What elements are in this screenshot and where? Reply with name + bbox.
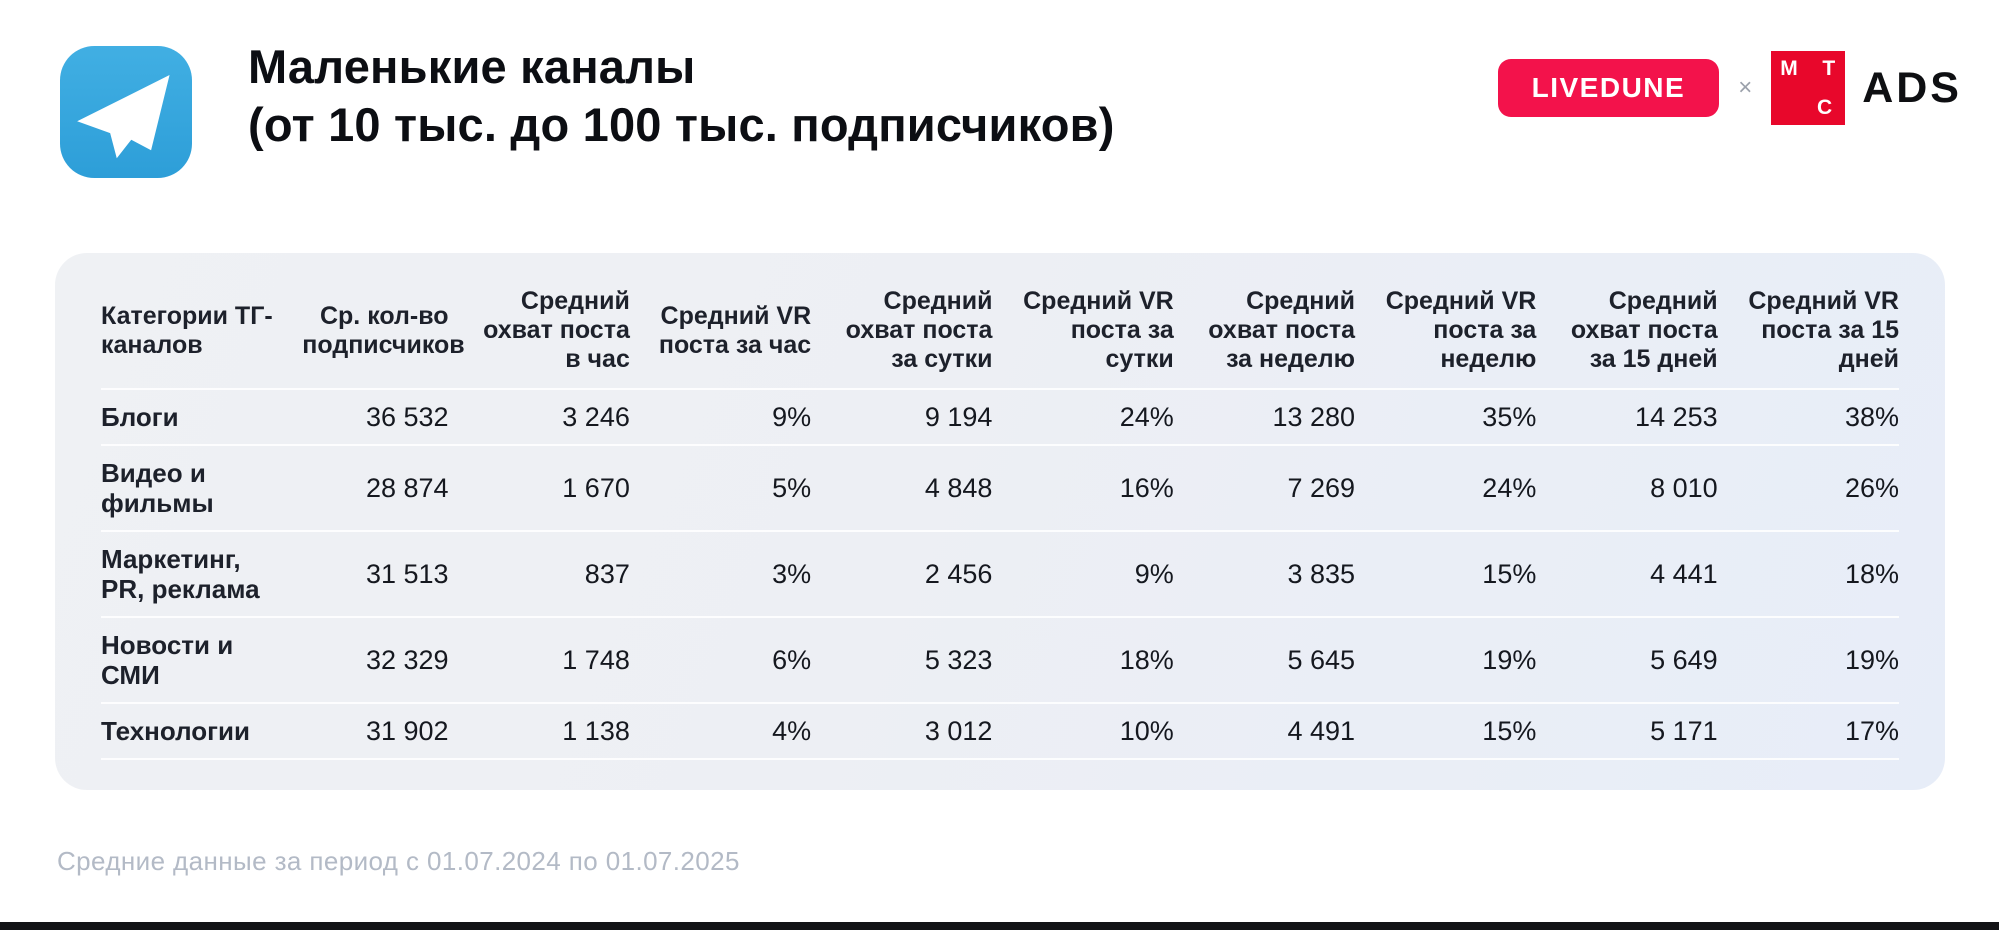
mts-letter-c: С (1817, 96, 1833, 119)
cell-value: 4 491 (1287, 716, 1356, 746)
cell-value: 1 670 (562, 473, 630, 503)
cell-value: 31 513 (365, 559, 449, 589)
page-title: Маленькие каналы (от 10 тыс. до 100 тыс.… (248, 38, 1115, 154)
cell-value: 5 645 (1287, 645, 1356, 675)
row-category: Видео и фильмы (101, 458, 214, 518)
cell-value: 5% (772, 473, 812, 503)
telegram-logo-icon (60, 46, 192, 178)
cell-value: 5 323 (924, 645, 993, 675)
cell-value: 19% (1844, 645, 1899, 675)
cell-value: 31 902 (365, 716, 449, 746)
table-row: Новости и СМИ 32 329 1 748 6% 5 323 18% … (101, 617, 1899, 703)
col-header-vr-day: Средний VR поста за сутки (1023, 287, 1174, 373)
col-header-categories: Категории ТГ-каналов (101, 301, 273, 359)
row-category: Новости и СМИ (101, 630, 234, 690)
bottom-divider (0, 922, 1999, 930)
col-header-reach-hour: Средний охват поста в час (483, 287, 630, 373)
cell-value: 17% (1844, 716, 1899, 746)
cross-separator-icon: × (1738, 74, 1753, 101)
cell-value: 4 441 (1650, 559, 1718, 589)
cell-value: 14 253 (1635, 402, 1718, 432)
cell-value: 5 171 (1650, 716, 1718, 746)
livedune-logo: LIVEDUNE (1497, 59, 1720, 117)
period-note: Средние данные за период с 01.07.2024 по… (57, 846, 740, 876)
cell-value: 4 848 (924, 473, 993, 503)
cell-value: 9% (772, 402, 812, 432)
cell-value: 8 010 (1650, 473, 1718, 503)
cell-value: 9 194 (924, 402, 993, 432)
cell-value: 32 329 (365, 645, 449, 675)
cell-value: 26% (1844, 473, 1899, 503)
cell-value: 5 649 (1650, 645, 1718, 675)
cell-value: 7 269 (1287, 473, 1356, 503)
table-row: Технологии 31 902 1 138 4% 3 012 10% 4 4… (101, 703, 1899, 759)
cell-value: 16% (1119, 473, 1174, 503)
cell-value: 18% (1844, 559, 1899, 589)
cell-value: 38% (1844, 402, 1899, 432)
table-row: Видео и фильмы 28 874 1 670 5% 4 848 16%… (101, 445, 1899, 531)
cell-value: 2 456 (924, 559, 993, 589)
col-header-reach-15days: Средний охват поста за 15 дней (1570, 287, 1718, 373)
cell-value: 18% (1119, 645, 1174, 675)
ads-wordmark: ADS (1862, 63, 1962, 112)
brand-logos: LIVEDUNE × М Т С ADS (1497, 50, 1962, 126)
col-header-vr-hour: Средний VR поста за час (658, 301, 812, 359)
cell-value: 24% (1119, 402, 1174, 432)
col-header-reach-day: Средний охват поста за сутки (845, 287, 993, 373)
cell-value: 24% (1482, 473, 1537, 503)
cell-value: 35% (1482, 402, 1537, 432)
table-header-row: Категории ТГ-каналов Ср. кол-во подписчи… (101, 253, 1899, 389)
cell-value: 9% (1134, 559, 1174, 589)
mts-logo-icon: М Т С (1771, 51, 1846, 125)
cell-value: 1 748 (562, 645, 630, 675)
cell-value: 3% (772, 559, 812, 589)
col-header-reach-week: Средний охват поста за неделю (1208, 287, 1356, 373)
table-bottom-spacer (101, 759, 1899, 790)
cell-value: 36 532 (365, 402, 449, 432)
col-header-vr-15days: Средний VR поста за 15 дней (1748, 287, 1899, 373)
page-title-line2: (от 10 тыс. до 100 тыс. подписчиков) (248, 98, 1115, 151)
mts-letter-m: М (1780, 57, 1798, 80)
row-category: Маркетинг, PR, реклама (101, 544, 260, 604)
cell-value: 19% (1482, 645, 1537, 675)
cell-value: 837 (584, 559, 630, 589)
table-row: Блоги 36 532 3 246 9% 9 194 24% 13 280 3… (101, 389, 1899, 445)
cell-value: 10% (1119, 716, 1174, 746)
page-title-line1: Маленькие каналы (248, 40, 696, 93)
cell-value: 15% (1482, 559, 1537, 589)
stats-table-panel: Категории ТГ-каналов Ср. кол-во подписчи… (55, 253, 1945, 790)
cell-value: 3 246 (562, 402, 630, 432)
cell-value: 6% (772, 645, 812, 675)
row-category: Технологии (101, 716, 250, 746)
cell-value: 3 835 (1287, 559, 1356, 589)
cell-value: 3 012 (924, 716, 993, 746)
cell-value: 4% (772, 716, 812, 746)
cell-value: 1 138 (562, 716, 630, 746)
cell-value: 15% (1482, 716, 1537, 746)
row-category: Блоги (101, 402, 179, 432)
cell-value: 28 874 (365, 473, 449, 503)
mts-letter-t: Т (1822, 57, 1836, 80)
col-header-vr-week: Средний VR поста за неделю (1385, 287, 1537, 373)
stats-table: Категории ТГ-каналов Ср. кол-во подписчи… (101, 253, 1899, 790)
col-header-subscribers: Ср. кол-во подписчиков (302, 301, 465, 359)
table-row: Маркетинг, PR, реклама 31 513 837 3% 2 4… (101, 531, 1899, 617)
cell-value: 13 280 (1272, 402, 1356, 432)
